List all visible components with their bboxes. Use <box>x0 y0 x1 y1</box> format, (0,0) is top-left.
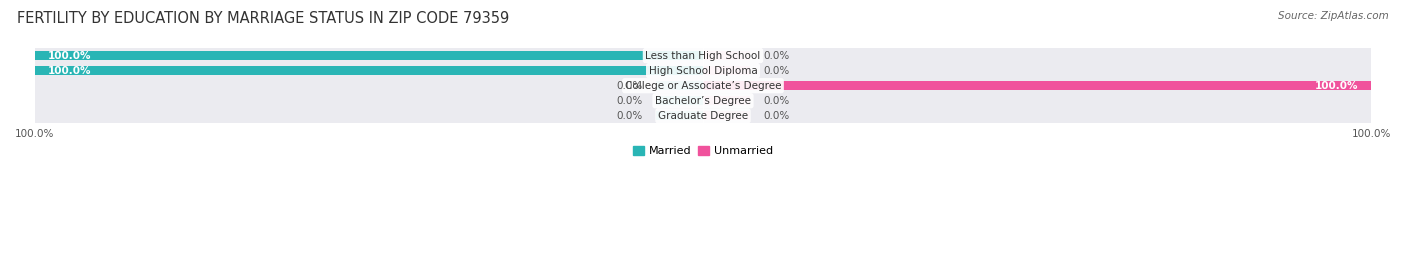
Bar <box>35 48 1371 63</box>
Text: 0.0%: 0.0% <box>617 81 643 91</box>
Text: Graduate Degree: Graduate Degree <box>658 111 748 121</box>
Text: 100.0%: 100.0% <box>48 66 91 76</box>
Bar <box>703 51 749 60</box>
Bar <box>35 63 1371 78</box>
Text: 0.0%: 0.0% <box>617 111 643 121</box>
Bar <box>703 66 749 75</box>
Text: 0.0%: 0.0% <box>763 66 789 76</box>
Bar <box>657 81 703 90</box>
Text: High School Diploma: High School Diploma <box>648 66 758 76</box>
Text: Source: ZipAtlas.com: Source: ZipAtlas.com <box>1278 11 1389 21</box>
Bar <box>35 51 703 60</box>
Bar <box>703 111 749 120</box>
Text: 0.0%: 0.0% <box>617 96 643 106</box>
Bar <box>703 81 1371 90</box>
Text: 0.0%: 0.0% <box>763 96 789 106</box>
Text: 0.0%: 0.0% <box>763 51 789 61</box>
Text: 0.0%: 0.0% <box>763 111 789 121</box>
Text: Bachelor’s Degree: Bachelor’s Degree <box>655 96 751 106</box>
Text: FERTILITY BY EDUCATION BY MARRIAGE STATUS IN ZIP CODE 79359: FERTILITY BY EDUCATION BY MARRIAGE STATU… <box>17 11 509 26</box>
Bar <box>35 93 1371 108</box>
Bar <box>703 96 749 105</box>
Bar <box>35 108 1371 123</box>
Legend: Married, Unmarried: Married, Unmarried <box>628 141 778 161</box>
Text: College or Associate’s Degree: College or Associate’s Degree <box>624 81 782 91</box>
Text: 100.0%: 100.0% <box>1315 81 1358 91</box>
Bar <box>35 78 1371 93</box>
Bar <box>657 96 703 105</box>
Text: Less than High School: Less than High School <box>645 51 761 61</box>
Bar <box>35 66 703 75</box>
Text: 100.0%: 100.0% <box>48 51 91 61</box>
Bar <box>657 111 703 120</box>
